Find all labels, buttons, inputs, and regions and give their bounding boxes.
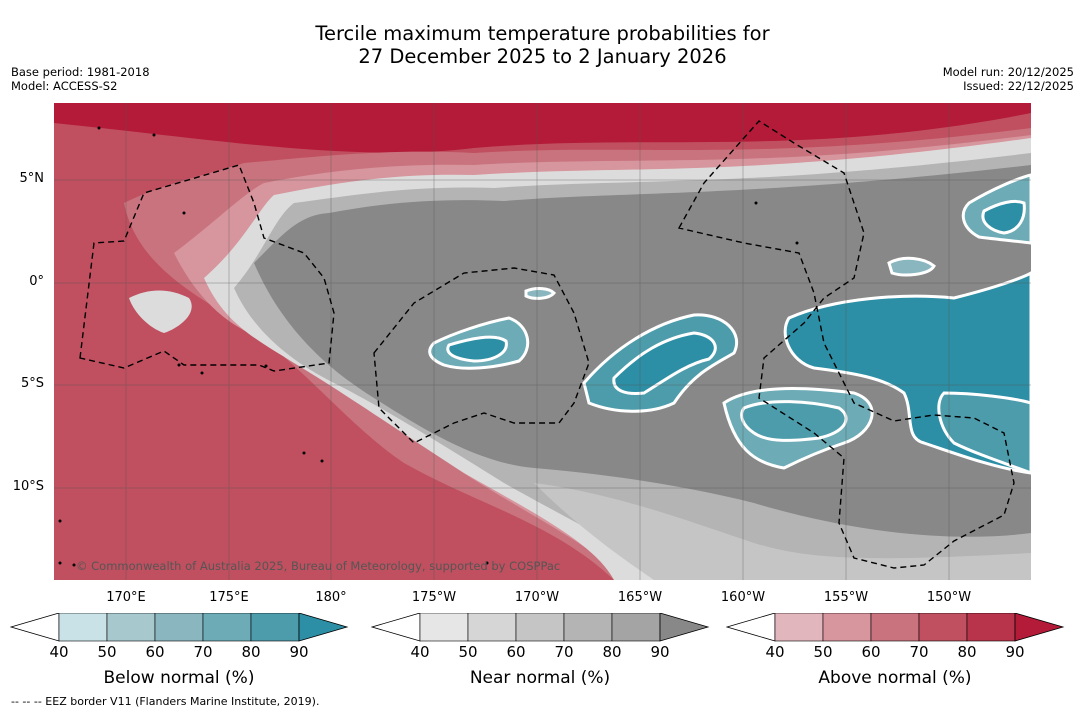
lat-label: 5°S [20,376,44,391]
below-normal-patches [428,173,1031,475]
coastline-dots [58,126,799,567]
issued-date: Issued: 22/12/2025 [963,79,1074,93]
colorbar-tick: 80 [241,643,261,661]
chart-title: Tercile maximum temperature probabilitie… [0,22,1085,68]
below-normal-title: Below normal (%) [103,668,255,688]
lat-label: 5°N [19,171,45,186]
light-grey-patch [534,483,1031,580]
colorbar-extend-low [371,613,421,642]
model-run: Model run: 20/12/2025 [942,65,1074,79]
colorbar-tick: 80 [957,643,977,661]
colorbar-segment [202,613,252,642]
meta-right: Model run: 20/12/2025 Issued: 22/12/2025 [943,65,1074,93]
probability-map [54,103,1031,580]
title-line-1: Tercile maximum temperature probabilitie… [315,22,770,45]
colorbar-extend-low [10,613,60,642]
lon-label: 165°W [617,590,663,605]
colorbar-segment [870,613,920,642]
colorbar-segment [419,613,469,642]
colorbar-tick: 50 [813,643,833,661]
title-line-2: 27 December 2025 to 2 January 2026 [358,45,727,68]
lat-label: 0° [29,274,44,289]
eez-borders [79,120,1015,569]
lon-label: 170°W [514,590,560,605]
colorbar-segment [106,613,156,642]
colorbar-tick: 60 [145,643,165,661]
colorbar-segment [515,613,565,642]
colorbar-segment [774,613,824,642]
lon-label: 170°E [106,590,146,605]
near-normal-light-inlet [129,290,192,333]
near-normal-colorbar [371,613,710,642]
colorbar-segment [918,613,968,642]
colorbar-tick: 40 [410,643,430,661]
colorbar-extend-low [726,613,776,642]
model-name: Model: ACCESS-S2 [11,79,118,93]
colorbar-extend-high [659,613,710,642]
base-period: Base period: 1981-2018 [11,65,150,79]
colorbar-tick: 70 [193,643,213,661]
above-normal-pocket [184,321,248,371]
meta-left: Base period: 1981-2018 Model: ACCESS-S2 [11,65,150,93]
lon-label: 160°W [720,590,766,605]
colorbar-segment [250,613,300,642]
colorbar-tick: 50 [458,643,478,661]
colorbar-tick: 40 [765,643,785,661]
colorbar-tick: 90 [650,643,670,661]
lon-label: 150°W [926,590,972,605]
colorbar-tick: 60 [861,643,881,661]
colorbar-segment [154,613,204,642]
colorbar-extend-high [298,613,349,642]
above-normal-colorbar [726,613,1065,642]
colorbar-tick: 90 [1005,643,1025,661]
lon-label: 155°W [823,590,869,605]
colorbar-segment [467,613,517,642]
colorbar-segment [611,613,661,642]
colorbar-tick: 40 [49,643,69,661]
map-credit: © Commonwealth of Australia 2025, Bureau… [76,559,561,573]
lon-label: 180° [315,590,347,605]
lat-label: 10°S [12,479,44,494]
below-normal-colorbar [10,613,349,642]
lon-label: 175°E [209,590,249,605]
colorbar-tick: 80 [602,643,622,661]
colorbar-tick: 90 [289,643,309,661]
colorbar-extend-high [1014,613,1065,642]
grid-lines [54,103,1031,580]
lon-label: 175°W [411,590,457,605]
colorbar-tick: 50 [97,643,117,661]
near-normal-title: Near normal (%) [469,668,611,688]
colorbar-segment [966,613,1016,642]
colorbar-segment [58,613,108,642]
colorbar-segment [563,613,613,642]
colorbar-segment [822,613,872,642]
above-normal-title: Above normal (%) [818,668,972,688]
colorbar-tick: 70 [909,643,929,661]
colorbar-tick: 60 [506,643,526,661]
colorbar-tick: 70 [554,643,574,661]
eez-footnote: -- -- -- EEZ border V11 (Flanders Marine… [11,695,320,708]
